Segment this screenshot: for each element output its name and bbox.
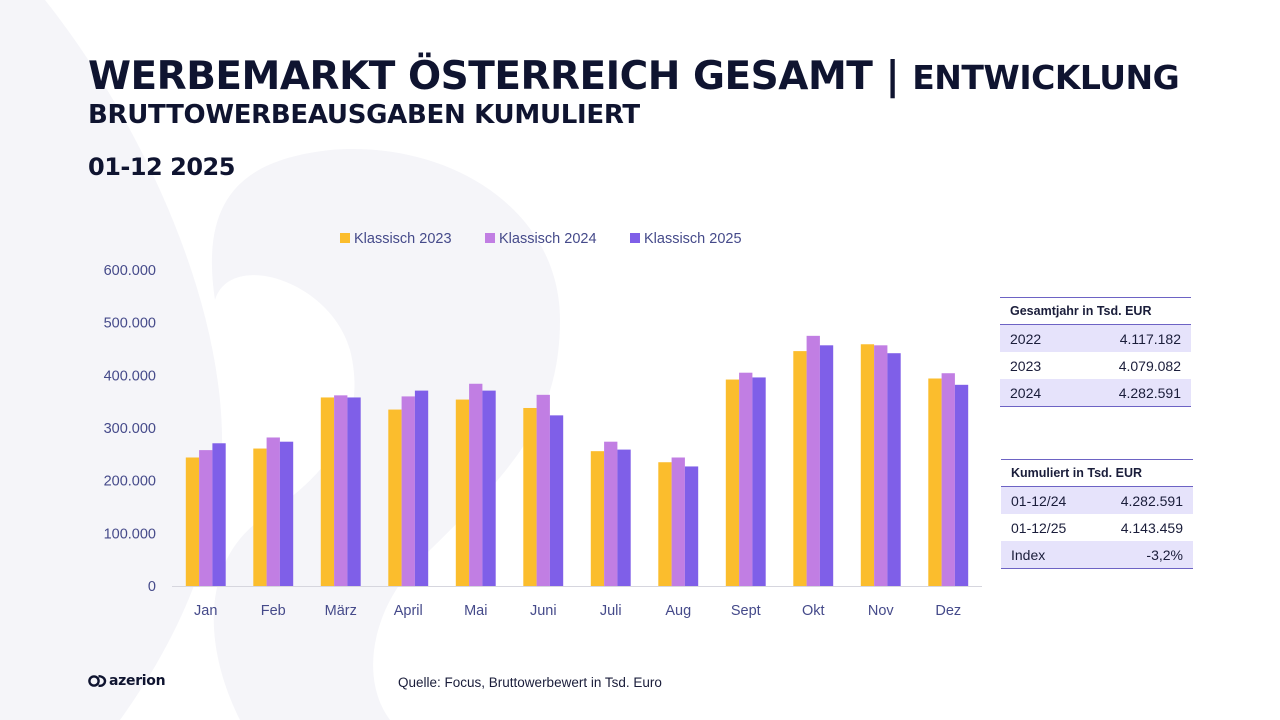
bar-feb-3 [279,441,294,586]
table-row: 01-12/25 4.143.459 [1001,514,1193,541]
source-note: Quelle: Focus, Bruttowerbewert in Tsd. E… [398,675,662,690]
bar-okt-3 [819,345,834,586]
x-axis: Jan Feb März April Mai Juni Juli Aug Sept Okt Nov D… [194,603,961,619]
bar-april-1 [388,409,402,586]
y-tick-label: 0 [148,579,156,595]
row-value: 4.079.082 [1118,357,1181,374]
y-tick-label: 200.000 [104,474,156,490]
bar-juli-3 [617,449,631,586]
row-value: 4.117.182 [1073,324,1191,352]
y-tick-label: 300.000 [104,421,156,437]
x-tick-label: Mai [464,603,487,619]
bar-april-2 [401,396,415,586]
row-label: 2024 [1000,379,1074,407]
bar-dez-1 [928,378,942,586]
legend-label: Klassisch 2024 [499,231,597,247]
table-row: 2022 4.117.182 [1000,324,1191,352]
bar-sept-3 [752,377,766,586]
logo-text: azerion [109,673,166,689]
table-row: 2024 4.282.591 [1000,379,1191,407]
bar-feb-2 [266,437,280,586]
x-tick-label: Okt [802,603,825,619]
bar-mai-2 [469,383,483,586]
legend-label: Klassisch 2023 [354,231,452,247]
legend-swatch [630,233,640,243]
bar-jan-1 [185,457,200,586]
row-label: 01-12/25 [1011,519,1067,536]
bar-juli-2 [604,441,618,586]
x-tick-label: Dez [935,603,961,619]
x-tick-label: Jan [194,603,217,619]
row-label: Index [1001,541,1093,569]
chart-bars [185,335,969,586]
y-axis: 0 100.000 200.000 300.000 400.000 500.000 600.… [104,263,156,595]
annual-total-table: Gesamtjahr in Tsd. EUR 2022 4.117.182 20… [1000,297,1191,407]
bar-okt-2 [806,335,820,586]
row-value: 4.282.591 [1092,486,1193,514]
y-tick-label: 600.000 [104,263,156,279]
row-label: 2023 [1010,357,1042,374]
x-tick-label: Feb [261,603,286,619]
row-value: 4.282.591 [1073,379,1191,407]
bar-okt-1 [793,351,807,586]
bar-sept-1 [725,379,740,586]
cumulative-table: Kumuliert in Tsd. EUR 01-12/24 4.282.591… [1001,459,1193,569]
table-row: 01-12/24 4.282.591 [1001,486,1193,514]
legend-swatch [485,233,495,243]
x-tick-label: Sept [731,603,761,619]
row-label: 2022 [1000,324,1074,352]
bar-jan-2 [199,450,213,586]
table-row: 2023 4.079.082 [1000,352,1191,379]
bar-juli-1 [590,451,605,586]
y-tick-label: 500.000 [104,316,156,332]
legend-label: Klassisch 2025 [644,231,742,247]
x-tick-label: Aug [665,603,691,619]
title-suffix: ENTWICKLUNG [912,58,1180,97]
azerion-logo-icon [88,675,107,687]
bar-mai-3 [482,390,496,586]
azerion-logo: azerion [88,673,166,689]
y-tick-label: 100.000 [104,526,156,542]
y-tick-label: 400.000 [104,368,156,384]
row-label: 01-12/24 [1001,486,1093,514]
x-tick-label: März [325,603,357,619]
bar-juni-3 [549,415,564,586]
bar-sept-2 [739,372,753,586]
bar-nov-1 [860,344,875,586]
bar-märz-2 [334,395,348,586]
bar-juni-1 [523,407,537,586]
annual-total-header: Gesamtjahr in Tsd. EUR [1000,297,1191,325]
bar-jan-3 [212,443,226,586]
bar-dez-2 [941,373,955,586]
bar-dez-3 [954,384,969,586]
row-value: -3,2% [1092,541,1193,569]
x-tick-label: Juli [600,603,622,619]
bar-nov-2 [874,345,888,586]
bar-märz-1 [320,397,335,586]
bar-juni-2 [536,394,550,586]
x-tick-label: Nov [868,603,895,619]
chart-legend: Klassisch 2023 Klassisch 2024 Klassisch 20… [340,231,742,247]
bar-feb-1 [253,448,267,586]
title-separator: | [885,54,900,99]
table-row: Index -3,2% [1001,541,1193,569]
cumulative-header: Kumuliert in Tsd. EUR [1001,459,1193,487]
bar-aug-2 [671,457,685,586]
bar-april-3 [414,390,429,586]
bar-aug-3 [684,466,699,586]
legend-swatch [340,233,350,243]
bar-aug-1 [658,462,672,586]
bar-märz-3 [347,397,361,586]
row-value: 4.143.459 [1120,519,1183,536]
bar-mai-1 [455,399,470,586]
bar-nov-3 [887,353,901,586]
x-tick-label: April [394,603,423,619]
x-tick-label: Juni [530,603,557,619]
